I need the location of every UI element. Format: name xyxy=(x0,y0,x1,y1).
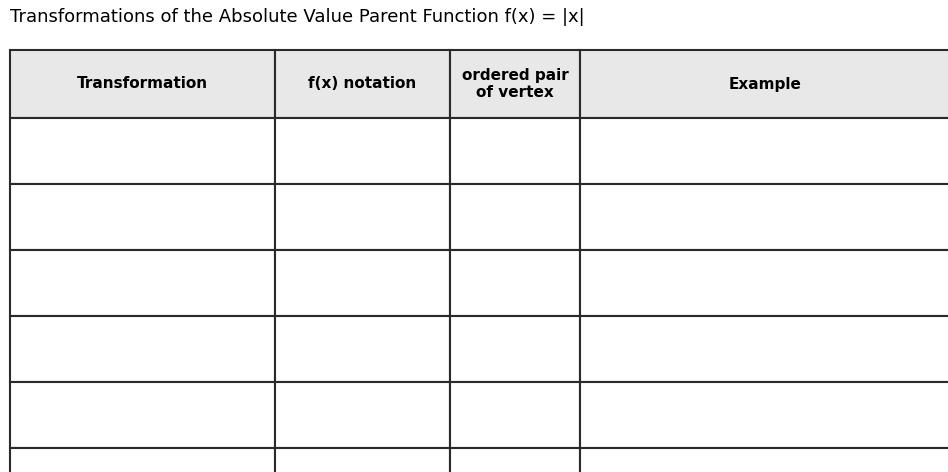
Bar xyxy=(580,316,948,382)
Bar xyxy=(450,250,580,316)
Bar xyxy=(275,50,450,118)
Text: f(x) notation: f(x) notation xyxy=(308,76,416,92)
Bar xyxy=(580,382,948,448)
Bar xyxy=(450,382,580,448)
Bar xyxy=(580,50,948,118)
Text: Transformation: Transformation xyxy=(77,76,208,92)
Text: ordered pair
of vertex: ordered pair of vertex xyxy=(462,68,569,100)
Bar xyxy=(10,316,275,382)
Bar xyxy=(10,50,275,118)
Bar xyxy=(450,50,580,118)
Bar xyxy=(275,118,450,184)
Bar xyxy=(580,184,948,250)
Bar xyxy=(450,448,580,472)
Bar xyxy=(10,382,275,448)
Bar xyxy=(450,184,580,250)
Bar xyxy=(275,382,450,448)
Bar xyxy=(275,316,450,382)
Bar xyxy=(580,448,948,472)
Bar xyxy=(10,184,275,250)
Text: Transformations of the Absolute Value Parent Function f(x) = |x|: Transformations of the Absolute Value Pa… xyxy=(10,8,585,26)
Bar xyxy=(275,250,450,316)
Bar xyxy=(275,184,450,250)
Bar xyxy=(580,250,948,316)
Bar xyxy=(10,448,275,472)
Bar xyxy=(10,250,275,316)
Text: Example: Example xyxy=(729,76,801,92)
Bar xyxy=(275,448,450,472)
Bar xyxy=(10,118,275,184)
Bar xyxy=(450,118,580,184)
Bar xyxy=(450,316,580,382)
Bar xyxy=(580,118,948,184)
